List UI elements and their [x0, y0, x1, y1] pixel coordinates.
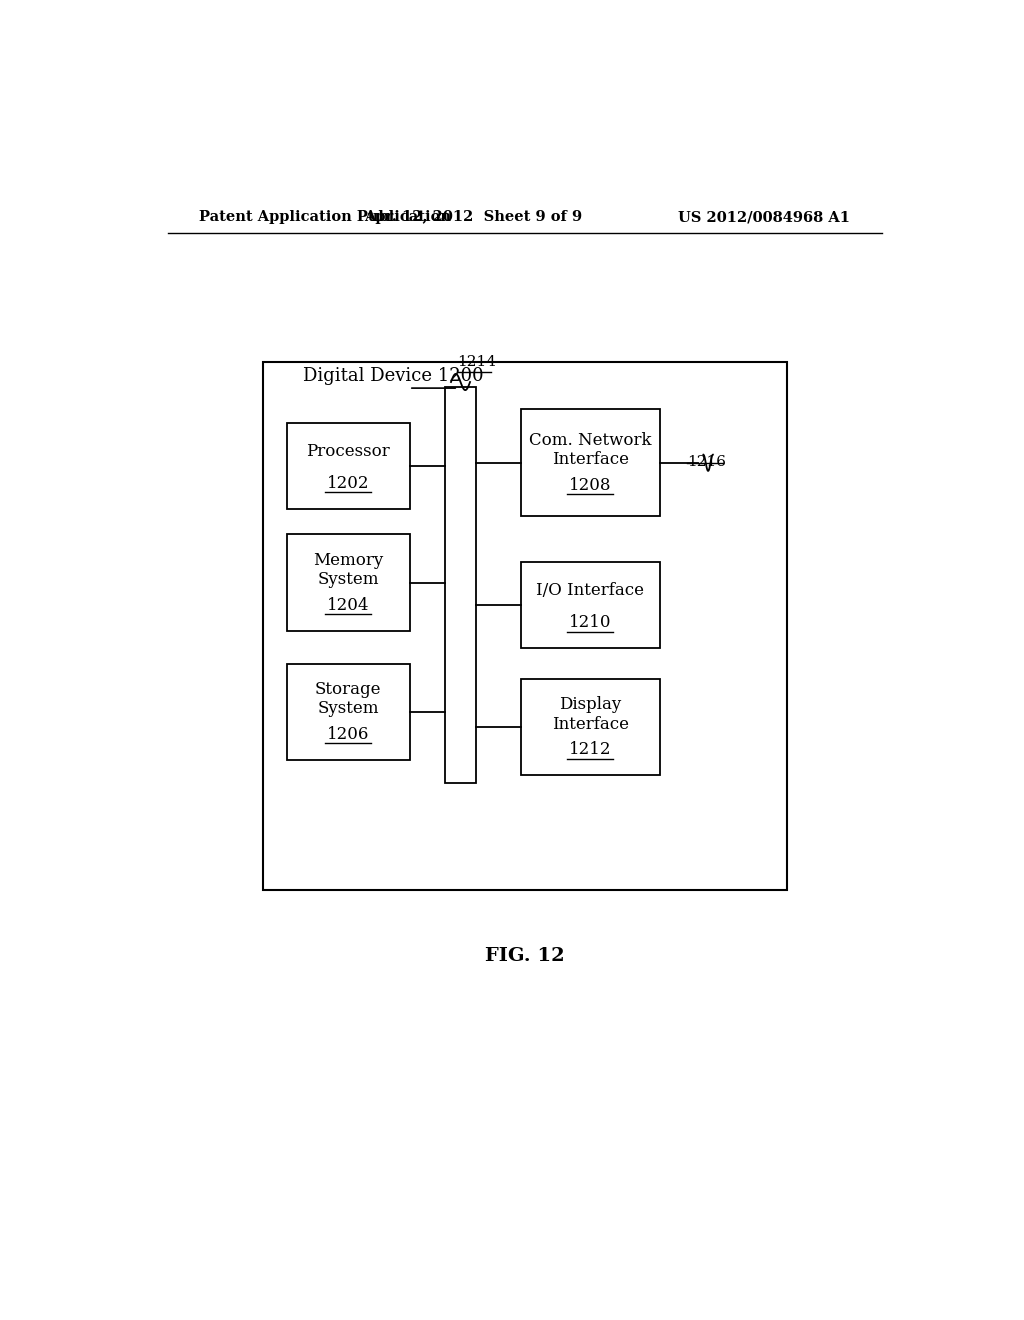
- Bar: [287, 422, 410, 510]
- Text: Com. Network: Com. Network: [529, 432, 651, 449]
- Text: FIG. 12: FIG. 12: [485, 948, 564, 965]
- Text: US 2012/0084968 A1: US 2012/0084968 A1: [678, 210, 850, 224]
- Text: Processor: Processor: [306, 444, 390, 461]
- Text: Patent Application Publication: Patent Application Publication: [200, 210, 452, 224]
- Text: I/O Interface: I/O Interface: [537, 582, 644, 599]
- Text: Digital Device 1200: Digital Device 1200: [303, 367, 483, 385]
- Bar: [287, 535, 410, 631]
- Text: Memory: Memory: [313, 552, 383, 569]
- Text: Interface: Interface: [552, 451, 629, 469]
- Text: System: System: [317, 572, 379, 589]
- Text: Apr. 12, 2012  Sheet 9 of 9: Apr. 12, 2012 Sheet 9 of 9: [365, 210, 583, 224]
- Text: Display: Display: [559, 696, 622, 713]
- Text: 1216: 1216: [687, 455, 726, 469]
- Text: System: System: [317, 701, 379, 717]
- Text: 1204: 1204: [327, 597, 370, 614]
- Text: 1206: 1206: [327, 726, 370, 743]
- Text: 1214: 1214: [458, 355, 497, 368]
- Bar: [521, 562, 659, 648]
- Text: Interface: Interface: [552, 715, 629, 733]
- Bar: [287, 664, 410, 760]
- Bar: [263, 362, 786, 890]
- Bar: [445, 387, 475, 784]
- Text: 1212: 1212: [569, 741, 611, 758]
- Text: 1208: 1208: [569, 477, 611, 494]
- Bar: [521, 678, 659, 775]
- Text: 1202: 1202: [327, 475, 370, 491]
- Text: 1210: 1210: [569, 614, 611, 631]
- Text: Storage: Storage: [315, 681, 382, 698]
- Bar: [521, 409, 659, 516]
